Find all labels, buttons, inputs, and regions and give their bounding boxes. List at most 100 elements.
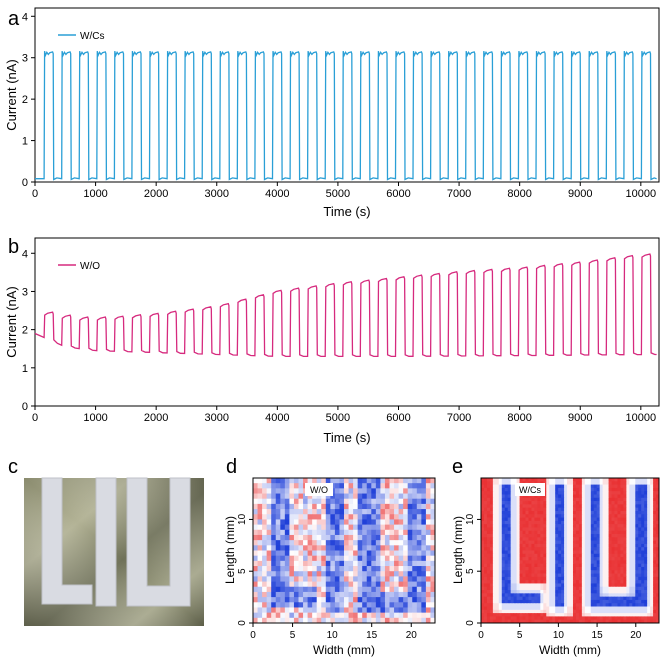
heatmap-cell-e	[623, 530, 627, 535]
heatmap-cell-e	[540, 497, 544, 502]
heatmap-cell-d	[316, 529, 322, 536]
heatmap-cell-e	[534, 576, 538, 581]
heatmap-cell-e	[572, 527, 577, 532]
heatmap-cell-e	[567, 586, 571, 591]
heatmap-cell-e	[614, 524, 618, 528]
heatmap-cell-e	[492, 590, 497, 594]
heatmap-cell-d	[257, 607, 263, 614]
heatmap-cell-e	[632, 557, 636, 561]
heatmap-cell-e	[561, 566, 565, 571]
heatmap-cell-d	[334, 545, 340, 551]
heatmap-cell-d	[348, 617, 354, 624]
heatmap-cell-e	[516, 494, 520, 499]
heatmap-cell-d	[403, 591, 409, 598]
heatmap-cell-e	[653, 583, 657, 588]
heatmap-cell-d	[280, 524, 286, 531]
heatmap-cell-e	[516, 606, 520, 611]
heatmap-cell-e	[584, 543, 589, 548]
heatmap-cell-d	[289, 509, 295, 515]
heatmap-cell-e	[638, 517, 642, 522]
heatmap-cell-d	[344, 493, 349, 500]
heatmap-cell-e	[570, 599, 574, 604]
heatmap-cell-e	[498, 557, 503, 561]
heatmap-cell-d	[266, 529, 272, 536]
heatmap-cell-e	[575, 524, 580, 528]
heatmap-cell-e	[599, 530, 604, 535]
heatmap-cell-d	[357, 550, 363, 557]
heatmap-cell-e	[629, 590, 633, 594]
heatmap-cell-e	[623, 543, 627, 548]
heatmap-cell-d	[275, 581, 281, 588]
heatmap-cell-e	[486, 478, 491, 482]
heatmap-cell-e	[525, 534, 529, 538]
heatmap-cell-e	[596, 599, 601, 604]
heatmap-cell-e	[546, 517, 550, 522]
heatmap-cell-d	[389, 483, 395, 489]
heatmap-cell-e	[656, 560, 660, 565]
heatmap-cell-e	[561, 603, 565, 607]
x-tick-label-a-10000: 10000	[626, 188, 657, 200]
heatmap-cell-e	[629, 501, 633, 505]
heatmap-cell-e	[513, 550, 517, 555]
heatmap-cell-e	[570, 527, 574, 532]
heatmap-cell-d	[344, 519, 349, 526]
heatmap-cell-d	[357, 483, 363, 489]
heatmap-cell-e	[570, 616, 574, 621]
heatmap-cell-e	[483, 599, 488, 604]
heatmap-cell-d	[289, 483, 295, 489]
heatmap-cell-e	[644, 484, 648, 489]
heatmap-cell-d	[303, 617, 308, 624]
heatmap-cell-e	[516, 501, 520, 505]
heatmap-cell-e	[623, 504, 627, 509]
heatmap-cell-e	[531, 507, 535, 512]
heatmap-cell-d	[284, 498, 290, 505]
heatmap-cell-e	[504, 530, 509, 535]
heatmap-cell-e	[558, 573, 562, 578]
heatmap-cell-e	[614, 609, 618, 614]
heatmap-cell-e	[552, 557, 556, 561]
heatmap-cell-d	[266, 550, 272, 557]
heatmap-cell-e	[641, 550, 645, 555]
heatmap-cell-e	[498, 517, 503, 522]
heatmap-cell-e	[567, 534, 571, 538]
heatmap-cell-e	[572, 609, 577, 614]
heatmap-cell-d	[257, 503, 263, 510]
heatmap-cell-e	[572, 547, 577, 551]
heatmap-cell-e	[653, 540, 657, 545]
heatmap-cell-e	[584, 609, 589, 614]
heatmap-cell-e	[513, 494, 517, 499]
heatmap-cell-d	[394, 529, 399, 536]
heatmap-cell-e	[620, 491, 624, 495]
heatmap-cell-d	[325, 597, 331, 603]
heatmap-cell-d	[380, 478, 386, 484]
heatmap-cell-e	[602, 547, 606, 551]
heatmap-cell-d	[303, 524, 308, 531]
heatmap-cell-e	[507, 570, 512, 574]
heatmap-cell-d	[430, 581, 436, 588]
heatmap-cell-e	[644, 520, 648, 525]
heatmap-cell-e	[575, 570, 580, 574]
heatmap-cell-d	[366, 586, 372, 593]
heatmap-cell-e	[620, 603, 624, 607]
heatmap-cell-e	[513, 619, 517, 624]
heatmap-cell-e	[570, 603, 574, 607]
heatmap-cell-e	[522, 494, 526, 499]
heatmap-cell-e	[623, 576, 627, 581]
heatmap-cell-e	[537, 501, 541, 505]
heatmap-cell-e	[638, 566, 642, 571]
heatmap-cell-e	[623, 547, 627, 551]
heatmap-cell-e	[507, 560, 512, 565]
heatmap-cell-e	[620, 609, 624, 614]
heatmap-cell-e	[546, 557, 550, 561]
x-axis-label-e: Width (mm)	[539, 643, 601, 657]
heatmap-cell-d	[293, 545, 299, 551]
heatmap-cell-e	[575, 517, 580, 522]
heatmap-cell-e	[495, 570, 500, 574]
heatmap-cell-e	[492, 566, 497, 571]
heatmap-cell-e	[581, 507, 586, 512]
heatmap-cell-e	[486, 586, 491, 591]
heatmap-cell-e	[608, 530, 612, 535]
heatmap-cell-e	[555, 494, 559, 499]
heatmap-cell-d	[262, 550, 268, 557]
